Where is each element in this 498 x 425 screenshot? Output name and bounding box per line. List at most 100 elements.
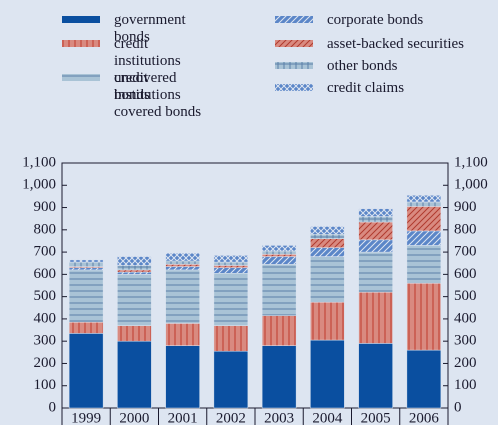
y2-tick-label: 1,000 — [454, 177, 488, 193]
x-tick-label: 2002 — [216, 410, 246, 425]
bar-segment — [310, 339, 345, 409]
bar-segment — [406, 283, 442, 351]
legend-label: credit claims — [327, 80, 405, 96]
bar-segment — [261, 264, 297, 316]
legend-swatch-fill — [275, 62, 313, 69]
y-tick-label: 900 — [34, 199, 57, 215]
legend-item: government bonds — [62, 12, 212, 46]
bar-segment — [117, 274, 152, 326]
y-tick-label: 200 — [34, 355, 57, 371]
x-tick-label: 2001 — [168, 410, 198, 425]
y-tick-label: 0 — [49, 399, 57, 415]
legend-item: credit institutions uncovered bonds — [62, 36, 212, 104]
bar-segment — [406, 206, 442, 232]
legend-swatch-fill — [275, 40, 313, 47]
legend-item: credit claims — [275, 80, 495, 97]
bar-segment — [117, 269, 152, 273]
y2-tick-label: 900 — [454, 199, 477, 215]
y-tick-label: 600 — [34, 266, 57, 282]
legend-swatch — [62, 16, 100, 23]
legend-swatch-fill — [275, 84, 313, 91]
bar-segment — [358, 291, 393, 344]
y2-tick-label: 800 — [454, 221, 477, 237]
bar-segment — [165, 260, 200, 265]
legend-label: government bonds — [114, 12, 186, 45]
legend-item: corporate bonds — [275, 12, 495, 29]
bar-segment — [117, 325, 152, 342]
y2-tick-label: 600 — [454, 266, 477, 282]
y2-tick-label: 700 — [454, 244, 477, 260]
y-tick-label: 500 — [34, 288, 57, 304]
bar-segment — [213, 255, 249, 263]
bar-segment — [117, 271, 152, 275]
legend-swatch — [275, 16, 313, 23]
x-tick-label: 2006 — [409, 410, 440, 425]
legend-swatch-fill — [275, 16, 313, 23]
bar-segment — [406, 349, 442, 409]
bar-segment — [165, 345, 200, 409]
bar-segment — [406, 195, 442, 203]
y-tick-label: 1,100 — [22, 154, 56, 170]
bar-segment — [406, 230, 442, 246]
bar-segment — [261, 250, 297, 255]
y2-tick-label: 0 — [454, 399, 462, 415]
bar-segment — [406, 245, 442, 284]
bar-segment — [310, 247, 345, 257]
bar-segment — [165, 266, 200, 271]
legend-swatch — [275, 84, 313, 91]
bar-segment — [358, 343, 393, 409]
legend-label: corporate bonds — [327, 12, 424, 28]
bar-segment — [358, 251, 393, 293]
x-tick-label: 2005 — [361, 410, 391, 425]
y-tick-label: 400 — [34, 310, 57, 326]
bar-segment — [213, 261, 249, 266]
x-tick-label: 2004 — [312, 410, 343, 425]
bar-segment — [310, 234, 345, 239]
bar-segment — [310, 301, 345, 341]
bar-segment — [213, 267, 249, 274]
y2-tick-label: 100 — [454, 377, 477, 393]
legend-label: asset-backed securities — [327, 36, 465, 52]
legend-item: other bonds — [275, 58, 495, 75]
bar-segment — [68, 267, 104, 271]
bar-segment — [261, 254, 297, 257]
bar-segment — [213, 325, 249, 352]
bar-segment — [310, 238, 345, 248]
bar-segment — [68, 269, 104, 323]
bar-segment — [358, 216, 393, 223]
x-tick-label: 2003 — [264, 410, 294, 425]
bar-segment — [117, 265, 152, 271]
legend-label: other bonds — [327, 58, 398, 74]
bar-segment — [165, 323, 200, 346]
bar-segment — [261, 315, 297, 346]
legend-item: asset-backed securities — [275, 36, 495, 53]
y-tick-label: 100 — [34, 377, 57, 393]
legend-label: credit institutions covered bonds — [114, 70, 202, 120]
bar-segment — [358, 221, 393, 241]
bar-segment — [310, 256, 345, 303]
y-tick-label: 300 — [34, 333, 57, 349]
bar-segment — [165, 269, 200, 324]
y2-tick-label: 500 — [454, 288, 477, 304]
y2-tick-label: 400 — [454, 310, 477, 326]
bar-segment — [165, 264, 200, 267]
bar-segment — [358, 239, 393, 253]
x-tick-label: 1999 — [71, 410, 101, 425]
bar-segment — [261, 256, 297, 265]
bar-segment — [310, 226, 345, 235]
bar-segment — [165, 252, 200, 262]
bar-segment — [117, 256, 152, 266]
bar-segment — [261, 345, 297, 409]
bar-segment — [406, 201, 442, 207]
y-tick-label: 1,000 — [22, 177, 56, 193]
legend-swatch — [275, 40, 313, 47]
bar-segment — [68, 259, 104, 263]
y2-tick-label: 200 — [454, 355, 477, 371]
bar-segment — [213, 350, 249, 409]
y-tick-label: 700 — [34, 244, 57, 260]
y2-tick-label: 300 — [454, 333, 477, 349]
legend-swatch-fill — [62, 74, 100, 81]
bar-segment — [213, 273, 249, 326]
bar-segment — [213, 265, 249, 268]
bar-segment — [68, 322, 104, 334]
